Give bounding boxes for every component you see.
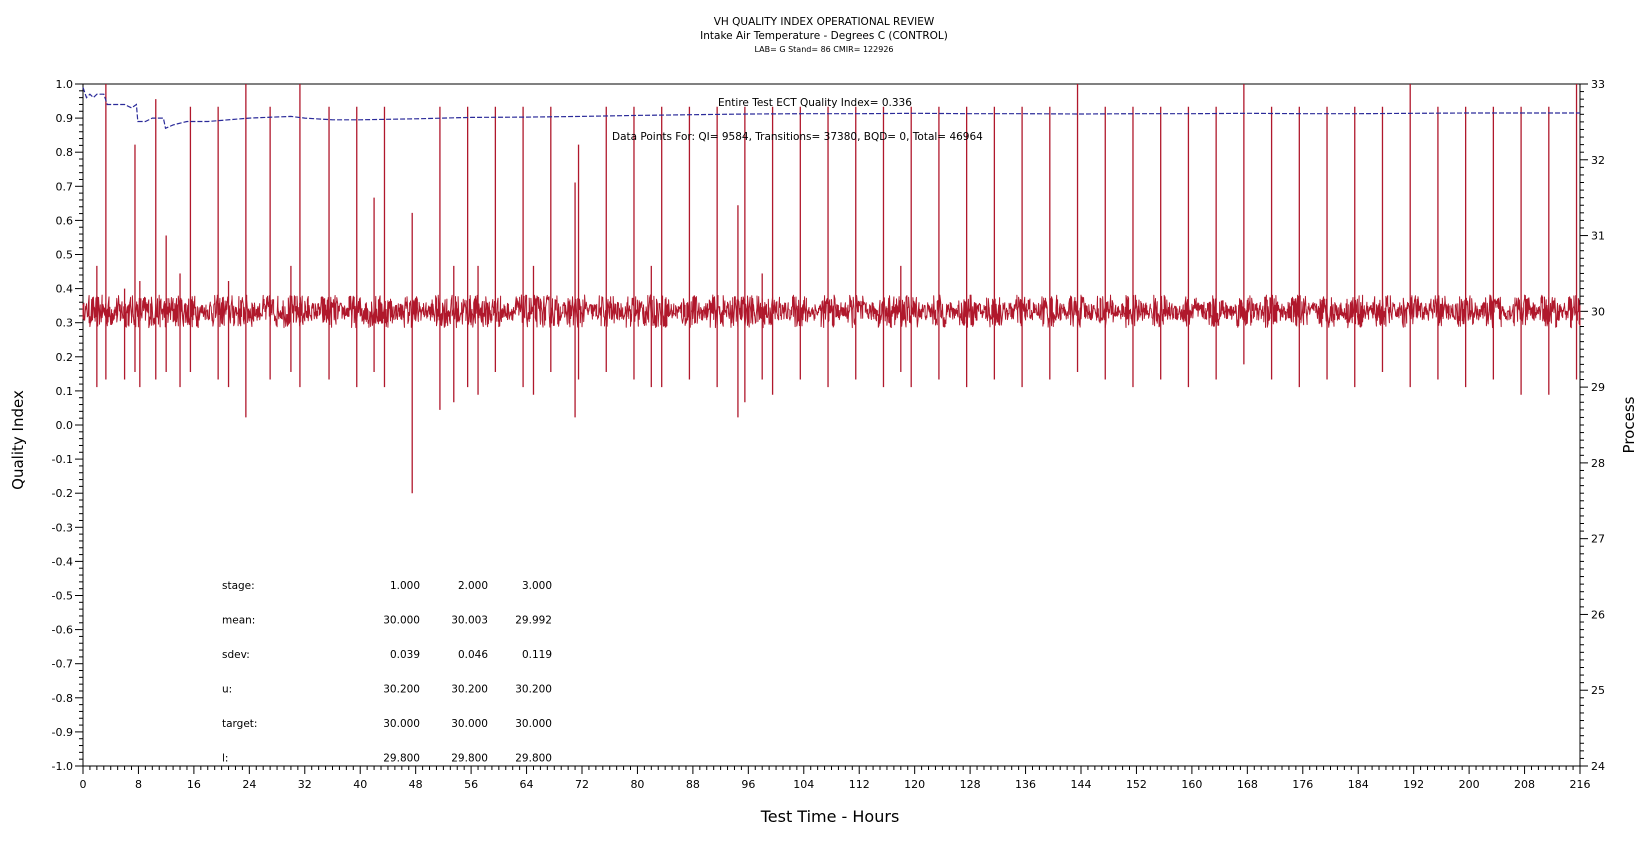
y-left-tick-label: -0.1 [52, 453, 73, 466]
x-tick-label: 32 [298, 778, 312, 791]
x-tick-label: 184 [1348, 778, 1369, 791]
x-tick-label: 192 [1403, 778, 1424, 791]
stats-cell: 0.046 [458, 649, 488, 661]
stats-row-label: stage: [222, 580, 255, 592]
x-tick-label: 24 [242, 778, 256, 791]
x-tick-label: 216 [1570, 778, 1591, 791]
x-tick-label: 160 [1181, 778, 1202, 791]
stats-cell: 30.003 [451, 615, 488, 627]
y-left-tick-label: 0.3 [56, 317, 74, 330]
stats-cell: 30.000 [451, 718, 488, 730]
quality-index-annotation: Entire Test ECT Quality Index= 0.336 [718, 97, 912, 109]
y-right-tick-label: 29 [1591, 381, 1605, 394]
stats-row-label: target: [222, 718, 257, 730]
y-left-tick-label: 0.2 [56, 351, 74, 364]
y-right-tick-label: 24 [1591, 760, 1605, 773]
stats-cell: 3.000 [522, 580, 552, 592]
y-left-tick-label: -0.6 [52, 624, 73, 637]
x-tick-label: 112 [849, 778, 870, 791]
stats-cell: 30.200 [383, 684, 420, 696]
stats-cell: 0.039 [390, 649, 420, 661]
y-left-tick-label: -0.4 [52, 555, 73, 568]
x-tick-label: 200 [1459, 778, 1480, 791]
y-axis-left-label: Quality Index [9, 390, 27, 490]
x-tick-label: 48 [409, 778, 423, 791]
x-tick-label: 16 [187, 778, 201, 791]
y-right-tick-label: 27 [1591, 533, 1605, 546]
x-tick-label: 128 [960, 778, 981, 791]
y-left-tick-label: 0.8 [56, 146, 74, 159]
y-left-tick-label: -0.8 [52, 692, 73, 705]
stats-cell: 29.800 [451, 753, 488, 765]
y-right-tick-label: 31 [1591, 230, 1605, 243]
x-tick-label: 136 [1015, 778, 1036, 791]
y-left-tick-label: -0.7 [52, 658, 73, 671]
stats-table: stage: 1.000 2.000 3.000 mean: 30.000 30.003 29… [222, 580, 552, 765]
stats-cell: 0.119 [522, 649, 552, 661]
stats-row-label: l: [222, 753, 228, 765]
stats-row-label: mean: [222, 615, 255, 627]
y-left-tick-label: 1.0 [56, 78, 74, 91]
y-left-tick-label: 0.4 [56, 283, 74, 296]
stats-cell: 30.000 [383, 718, 420, 730]
y-left-tick-label: 0.6 [56, 214, 74, 227]
data-points-annotation: Data Points For: QI= 9584, Transitions= … [612, 131, 983, 143]
y-right-tick-label: 28 [1591, 457, 1605, 470]
stats-row-label: sdev: [222, 649, 250, 661]
y-right-tick-label: 33 [1591, 78, 1605, 91]
x-tick-label: 104 [793, 778, 814, 791]
x-tick-label: 8 [135, 778, 142, 791]
stats-row-label: u: [222, 684, 232, 696]
x-tick-label: 56 [464, 778, 478, 791]
plot-frame [82, 83, 1581, 767]
x-tick-label: 120 [904, 778, 925, 791]
stats-cell: 30.200 [451, 684, 488, 696]
stats-cell: 30.000 [383, 615, 420, 627]
stats-cell: 29.992 [515, 615, 552, 627]
stats-cell: 29.800 [383, 753, 420, 765]
y-right-tick-label: 30 [1591, 305, 1605, 318]
x-tick-label: 208 [1514, 778, 1535, 791]
x-axis-label: Test Time - Hours [760, 807, 900, 826]
y-left-tick-label: 0.0 [56, 419, 74, 432]
stats-cell: 1.000 [390, 580, 420, 592]
y-left-tick-label: -0.2 [52, 487, 73, 500]
x-tick-label: 72 [575, 778, 589, 791]
stats-cell: 30.000 [515, 718, 552, 730]
y-left-tick-label: -0.9 [52, 726, 73, 739]
y-left-tick-label: -1.0 [52, 760, 73, 773]
y-left-tick-label: 0.1 [56, 385, 74, 398]
x-tick-label: 40 [353, 778, 367, 791]
y-left-tick-label: 0.9 [56, 112, 74, 125]
y-left-tick-label: -0.3 [52, 521, 73, 534]
x-tick-label: 168 [1237, 778, 1258, 791]
y-axis-right-label: Process [1620, 396, 1638, 453]
y-left-tick-label: 0.5 [56, 249, 74, 262]
stats-cell: 30.200 [515, 684, 552, 696]
plot-area: 0 8 16 24 32 40 48 56 64 72 80 88 96 104 112 120 128 136 1… [52, 78, 1605, 791]
x-tick-label: 176 [1292, 778, 1313, 791]
y-left-tick-label: -0.5 [52, 590, 73, 603]
x-tick-label: 144 [1071, 778, 1092, 791]
x-tick-label: 0 [80, 778, 87, 791]
x-tick-label: 80 [630, 778, 644, 791]
chart-sub-subtitle: LAB= G Stand= 86 CMIR= 122926 [754, 45, 893, 54]
x-tick-label: 88 [686, 778, 700, 791]
y-right-tick-label: 25 [1591, 684, 1605, 697]
x-tick-label: 96 [741, 778, 755, 791]
x-tick-label: 64 [520, 778, 534, 791]
y-right-tick-label: 26 [1591, 608, 1605, 621]
quality-index-series-line [82, 87, 1580, 130]
y-left-tick-label: 0.7 [56, 180, 74, 193]
chart-title: VH QUALITY INDEX OPERATIONAL REVIEW [714, 16, 935, 28]
stats-cell: 2.000 [458, 580, 488, 592]
process-series-trace [82, 294, 1581, 329]
y-right-tick-label: 32 [1591, 154, 1605, 167]
stats-cell: 29.800 [515, 753, 552, 765]
x-tick-label: 152 [1126, 778, 1147, 791]
chart-subtitle: Intake Air Temperature - Degrees C (CONT… [700, 30, 948, 42]
